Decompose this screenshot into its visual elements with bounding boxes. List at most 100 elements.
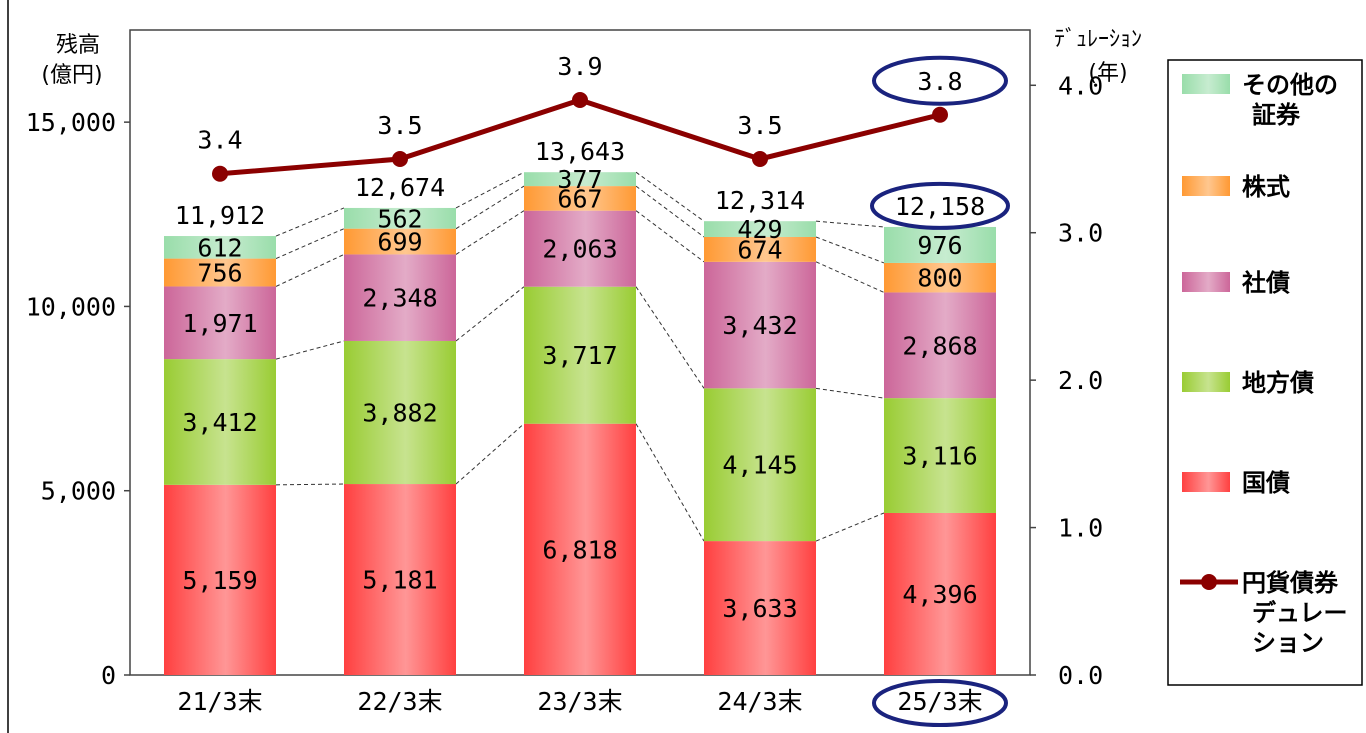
bar-segment [164,258,276,287]
bar-value-label: 2,868 [902,331,977,360]
bar-value-label: 3,882 [362,399,437,428]
duration-point [212,165,228,182]
legend-label: デュレー [1252,599,1348,627]
bar-segment [524,186,636,211]
left-tick-label: 5,000 [41,477,116,506]
right-tick-label: 3.0 [1058,219,1103,248]
legend-label: 株式 [1242,173,1290,201]
duration-point [752,151,768,167]
bar-value-label: 429 [737,215,782,244]
bar-value-label: 4,396 [902,580,977,609]
connector-line [815,261,885,293]
bar-segment [524,286,636,424]
connector-line [275,340,345,360]
bar-value-label: 6,818 [542,535,617,564]
bar-segment [704,221,816,237]
bar-value-label: 3,412 [182,408,257,437]
category-label: 22/3末 [357,687,442,716]
bar-value-label: 800 [917,264,962,293]
category-label: 23/3末 [537,687,622,716]
legend-swatch [1182,372,1230,392]
bar-value-label: 756 [197,259,242,288]
bar-value-label: 976 [917,231,962,260]
connector-line [815,512,885,542]
bar-value-label: 3,633 [722,594,797,623]
bar-segment [704,541,816,675]
bar-segment [704,236,816,262]
bar-value-label: 4,145 [722,451,797,480]
bar-segment [164,236,276,259]
bar-segment [524,172,636,187]
bar-segment [344,484,456,675]
bar-segment [884,398,996,513]
connector-line [815,236,885,264]
connector-line [635,286,705,389]
right-tick-label: 0.0 [1058,661,1103,690]
duration-point [392,151,408,167]
bar-value-label: 562 [377,204,422,233]
bar-segment [344,340,456,485]
right-axis-title: ﾃﾞｭﾚｰｼｮﾝ [1054,27,1142,52]
connector-line [455,185,525,230]
legend-swatch [1182,74,1230,94]
bar-value-label: 2,063 [542,235,617,264]
total-label: 12,674 [355,173,445,202]
connector-line [275,228,345,260]
duration-label: 3.9 [557,52,602,81]
connector-line [815,220,885,228]
highlight-total [870,181,1010,230]
duration-label: 3.8 [917,67,962,96]
legend-line-marker [1201,574,1217,590]
left-axis-unit: (億円) [41,63,102,88]
legend-label: ション [1252,629,1324,657]
connector-line [635,185,705,238]
connector-line [455,423,525,485]
bar-segment [704,388,816,542]
bar-segment [344,207,456,229]
right-axis-unit: (年) [1088,61,1127,86]
total-label: 13,643 [535,137,625,166]
bar-segment [344,228,456,255]
bar-value-label: 377 [557,165,602,194]
bar-segment [164,484,276,675]
connector-line [455,286,525,342]
duration-point [572,92,588,109]
category-label: 21/3末 [177,687,262,716]
bar-segment [884,292,996,399]
bar-value-label: 5,159 [182,566,257,595]
total-label: 11,912 [175,201,265,230]
connector-line [635,423,705,542]
bar-value-label: 667 [557,184,602,213]
category-label: 25/3末 [897,687,982,716]
bar-segment [344,254,456,341]
connector-line [455,171,525,209]
bar-segment [524,423,636,675]
connector-line [815,387,885,399]
duration-label: 3.5 [737,111,782,140]
bar-segment [164,286,276,360]
legend-swatch [1182,176,1230,196]
left-tick-label: 10,000 [26,292,116,321]
highlight-duration [872,55,1008,106]
legend-swatch [1182,272,1230,292]
bar-segment [884,512,996,675]
connector-line [635,210,705,263]
legend-label: 証券 [1252,101,1301,129]
bar-segment [164,359,276,485]
bar-value-label: 2,348 [362,284,437,313]
right-tick-label: 1.0 [1058,514,1103,543]
bar-value-label: 699 [377,228,422,257]
connector-line [275,483,345,486]
total-label: 12,158 [895,192,985,221]
duration-point [932,106,948,123]
legend-swatch [1182,472,1230,492]
left-tick-label: 0 [101,661,116,690]
bar-segment [524,210,636,287]
right-tick-label: 2.0 [1058,366,1103,395]
category-label: 24/3末 [717,687,802,716]
bar-value-label: 3,432 [722,311,797,340]
bar-segment [704,261,816,389]
legend-label: その他の [1242,71,1338,99]
legend-label: 地方債 [1242,369,1314,397]
